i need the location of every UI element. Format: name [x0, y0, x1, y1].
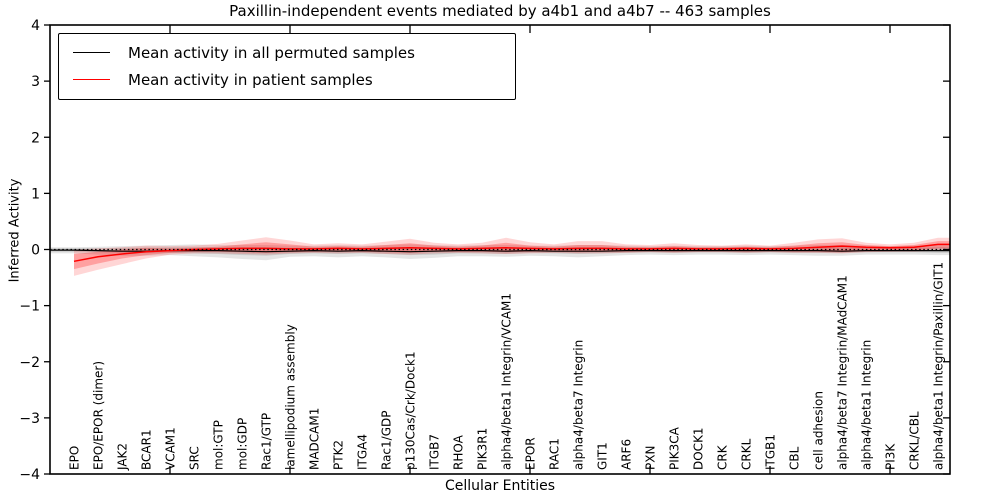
x-entity-label: EPO/EPOR (dimer)	[92, 361, 106, 470]
x-entity-label: PIK3R1	[476, 428, 490, 470]
x-entity-label: CRKL/CBL	[908, 411, 922, 470]
permuted-mean-line	[50, 249, 950, 253]
x-entity-label: EPO	[68, 446, 82, 470]
y-tick-label: 3	[31, 74, 40, 90]
y-tick-label: −1	[19, 299, 40, 315]
x-entity-label: alpha4/beta7 Integrin	[572, 340, 586, 470]
legend-item-permuted: Mean activity in all permuted samples	[59, 39, 515, 66]
x-entity-label: ITGB7	[428, 434, 442, 470]
x-entity-label: PI3K	[884, 443, 898, 470]
patient-mean-line	[73, 243, 950, 263]
x-entity-label: mol:GTP	[212, 420, 226, 470]
x-entity-label: alpha4/beta1 Integrin/Paxillin/GIT1	[932, 262, 946, 470]
x-entity-label: GIT1	[596, 442, 610, 470]
legend-item-label: Mean activity in all permuted samples	[128, 43, 415, 62]
x-entity-label: alpha4/beta1 Integrin/VCAM1	[500, 293, 514, 470]
y-tick-label: −2	[19, 355, 40, 371]
x-entity-label: PTK2	[332, 440, 346, 470]
x-entity-label: CBL	[788, 446, 802, 470]
x-axis-label: Cellular Entities	[444, 478, 556, 494]
x-entity-label: p130Cas/Crk/Dock1	[404, 351, 418, 470]
x-entity-label: EPOR	[524, 437, 538, 470]
x-entity-label: ITGA4	[356, 434, 370, 470]
legend: Mean activity in all permuted samples Me…	[58, 33, 516, 100]
y-axis-label: Inferred Activity	[7, 178, 23, 283]
x-entity-label: CRK	[716, 444, 730, 470]
x-entity-label: RHOA	[452, 434, 466, 470]
x-entity-label: DOCK1	[692, 427, 706, 470]
y-tick-label: 2	[31, 130, 40, 146]
y-tick-label: 0	[31, 243, 40, 259]
x-entity-label: CRKL	[740, 438, 754, 470]
x-entity-label: RAC1	[548, 438, 562, 470]
x-entity-label: alpha4/beta7 Integrin/MAdCAM1	[836, 275, 850, 470]
x-entity-label: Rac1/GDP	[380, 411, 394, 470]
legend-line-sample	[73, 52, 110, 53]
x-entity-label: alpha4/beta1 Integrin	[860, 340, 874, 470]
x-entity-label: MADCAM1	[308, 408, 322, 470]
x-entity-label: ITGB1	[764, 434, 778, 470]
chart-title: Paxillin-independent events mediated by …	[229, 2, 771, 20]
x-entity-label: lamellipodium assembly	[284, 324, 298, 470]
x-entity-label: ARF6	[620, 439, 634, 470]
x-entity-label: mol:GDP	[236, 418, 250, 470]
x-entity-label: SRC	[188, 446, 202, 470]
x-entity-label: PXN	[644, 446, 658, 470]
x-entity-label: PIK3CA	[668, 426, 682, 470]
legend-item-patient: Mean activity in patient samples	[59, 66, 515, 93]
x-entity-label: cell adhesion	[812, 391, 826, 470]
legend-item-label: Mean activity in patient samples	[128, 70, 373, 89]
legend-line-sample	[73, 79, 110, 80]
patient-outer-band	[74, 237, 950, 276]
x-entity-label: Rac1/GTP	[260, 413, 274, 470]
y-tick-label: −3	[19, 411, 40, 427]
x-entity-label: JAK2	[116, 443, 130, 471]
x-entity-label: VCAM1	[164, 427, 178, 470]
x-entity-label: BCAR1	[140, 429, 154, 470]
y-tick-label: −4	[19, 467, 40, 483]
y-tick-label: 4	[31, 18, 40, 34]
y-tick-label: 1	[31, 186, 40, 202]
